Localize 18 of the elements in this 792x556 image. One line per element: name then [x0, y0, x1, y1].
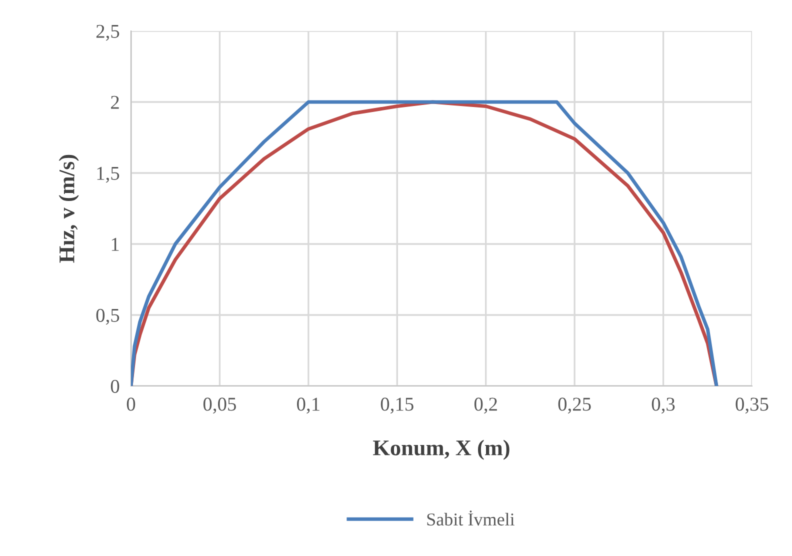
x-tick-label: 0,2: [474, 398, 497, 414]
legend-label: Sabit İvmeli: [427, 510, 514, 526]
x-tick-label: 0,05: [203, 398, 236, 414]
x-tick-label: 0,35: [736, 398, 768, 414]
y-tick-label: 1,5: [97, 166, 120, 183]
x-tick-label: 0: [126, 398, 136, 411]
y-tick-label: 2,5: [96, 24, 120, 41]
y-tick-label: 0,5: [96, 308, 120, 325]
x-tick-label: 0,25: [558, 398, 591, 414]
x-tick-label: 0,3: [652, 398, 675, 414]
x-axis-title: Konum, X (m): [373, 440, 510, 460]
x-tick-label: 0,15: [380, 398, 414, 414]
y-tick-label: 0: [110, 380, 120, 393]
y-axis-title: Hız, v (m/s): [58, 154, 79, 263]
y-tick-label: 1: [112, 238, 119, 251]
y-tick-label: 2: [111, 96, 119, 109]
x-tick-label: 0,1: [297, 398, 320, 414]
line-series: [131, 100, 718, 386]
